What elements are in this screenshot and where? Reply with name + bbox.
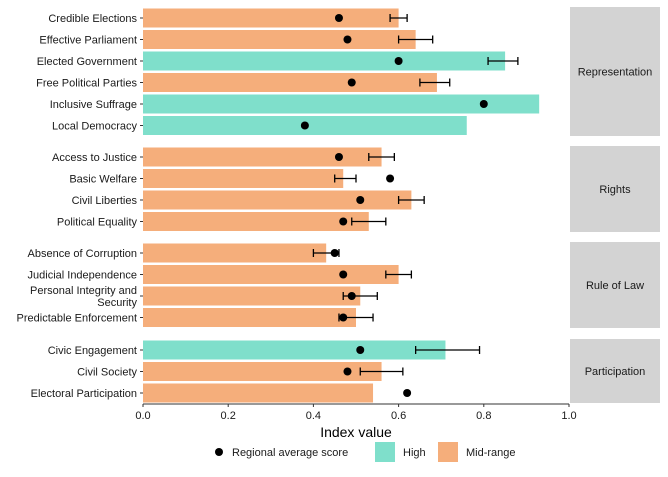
bar (143, 147, 382, 167)
y-tick-label: Credible Elections (48, 13, 137, 25)
facet-strip-label: Rights (599, 184, 631, 196)
y-tick-label: Local Democracy (52, 121, 137, 133)
y-tick-label-line: Civil Society (77, 367, 137, 379)
y-tick-label: Elected Government (37, 56, 137, 68)
bar (143, 308, 356, 327)
average-point (386, 174, 395, 183)
y-tick-label-line: Local Democracy (52, 121, 137, 133)
bar (143, 51, 506, 71)
bar (143, 8, 399, 28)
bar (143, 265, 399, 284)
facet-strip-label: Rule of Law (586, 280, 644, 292)
bar (143, 340, 446, 360)
average-point (347, 78, 356, 87)
facet-strip-label: Representation (578, 67, 653, 79)
y-tick-label-line: Security (97, 297, 137, 309)
y-tick-label-line: Credible Elections (48, 13, 137, 25)
y-tick-label: Political Equality (57, 217, 138, 229)
legend-point-label: Regional average score (232, 447, 348, 459)
legend-point-key (215, 448, 223, 456)
y-tick-label: Judicial Independence (28, 270, 137, 282)
average-point (334, 153, 343, 161)
y-tick-label-line: Absence of Corruption (28, 248, 137, 260)
x-tick-label: 0.8 (476, 410, 491, 422)
x-tick-label: 1.0 (561, 410, 576, 422)
y-tick-label-line: Judicial Independence (28, 270, 137, 282)
facet-strip (570, 339, 660, 403)
average-point (394, 57, 403, 65)
y-tick-label: Civic Engagement (48, 345, 137, 357)
bar (143, 190, 412, 210)
legend-label: Mid-range (466, 447, 516, 459)
average-point (347, 292, 356, 300)
y-tick-label: Personal Integrity and Security (30, 285, 138, 309)
x-tick-label: 0.2 (221, 410, 236, 422)
y-tick-label: Inclusive Suffrage (50, 99, 137, 111)
y-tick-label-line: Basic Welfare (69, 174, 137, 186)
bar (143, 383, 374, 403)
y-tick-label-line: Civic Engagement (48, 345, 137, 357)
bar (143, 73, 437, 92)
y-tick-label-line: Access to Justice (52, 152, 137, 164)
average-point (356, 346, 365, 354)
bar (143, 243, 327, 263)
x-tick-label: 0.0 (135, 410, 150, 422)
y-tick-label: Electoral Participation (31, 388, 137, 400)
bar (143, 212, 369, 231)
average-point (339, 270, 348, 279)
y-tick-label-line: Personal Integrity and (30, 285, 137, 297)
y-tick-label: Free Political Parties (36, 78, 137, 90)
facet-strip (570, 146, 660, 232)
average-point (330, 249, 339, 257)
y-tick-label-line: Elected Government (37, 56, 137, 68)
average-point (339, 313, 348, 322)
y-tick-label-line: Predictable Enforcement (17, 313, 137, 325)
y-tick-label: Civil Liberties (72, 195, 138, 207)
bar (143, 362, 382, 381)
bar (143, 286, 361, 306)
y-tick-label-line: Political Equality (57, 217, 138, 229)
y-tick-label: Basic Welfare (69, 174, 137, 186)
average-point (343, 35, 352, 44)
bar (143, 30, 416, 49)
y-tick-label-line: Civil Liberties (72, 195, 138, 207)
facet-strip (570, 242, 660, 328)
y-tick-label: Predictable Enforcement (17, 313, 137, 325)
bar (143, 169, 344, 188)
facet-strip (570, 7, 660, 136)
y-tick-label-line: Electoral Participation (31, 388, 137, 400)
y-tick-label-line: Effective Parliament (39, 35, 137, 47)
y-tick-label: Absence of Corruption (28, 248, 137, 260)
average-point (334, 14, 343, 22)
legend-swatch (438, 442, 458, 462)
facet-strip-label: Participation (585, 366, 646, 378)
y-tick-label-line: Free Political Parties (36, 78, 137, 90)
x-tick-label: 0.4 (306, 410, 321, 422)
y-tick-label-line: Inclusive Suffrage (50, 99, 137, 111)
average-point (479, 100, 488, 108)
average-point (403, 389, 412, 397)
x-tick-label: 0.6 (391, 410, 406, 422)
legend-swatch (375, 442, 395, 462)
average-point (300, 121, 309, 130)
bar (143, 94, 540, 114)
average-point (343, 367, 352, 376)
y-tick-label: Access to Justice (52, 152, 137, 164)
average-point (356, 196, 365, 204)
average-point (339, 217, 348, 226)
x-axis-title: Index value (320, 424, 392, 440)
y-tick-label: Effective Parliament (39, 35, 137, 47)
legend-label: High (403, 447, 426, 459)
y-tick-label: Civil Society (77, 367, 137, 379)
